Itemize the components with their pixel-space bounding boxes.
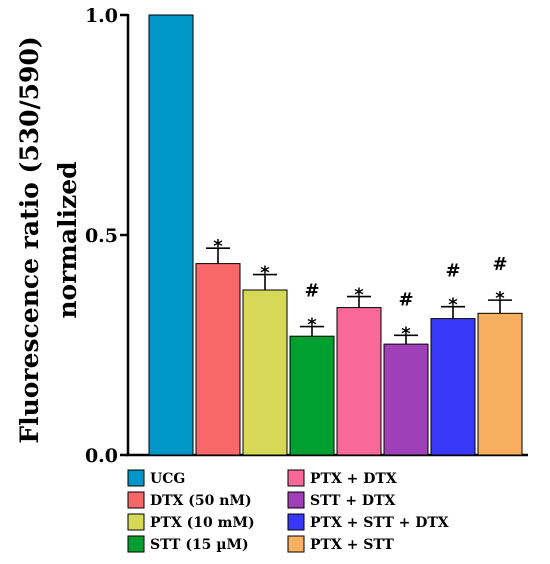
legend: UCG DTX (50 nM) PTX (10 mM) STT (15 µM) PTX … [127, 469, 449, 553]
annotation-hash-6: # [398, 289, 413, 310]
legend-swatch-2 [127, 491, 145, 509]
legend-swatch-3 [127, 513, 145, 531]
legend-swatch-7 [287, 513, 305, 531]
legend-label-8: PTX + STT [310, 537, 394, 553]
bar-7 [430, 318, 476, 456]
bar-2 [195, 263, 241, 456]
legend-label-6: STT + DTX [310, 493, 395, 509]
annotation-hash-8: # [492, 254, 507, 275]
bar-6 [383, 343, 429, 456]
bar-1 [148, 14, 194, 456]
annotation-hash-4: # [304, 281, 319, 302]
bar-8 [477, 312, 523, 456]
y-axis-label-line-1: Fluorescence ratio (530/590) [15, 36, 44, 443]
annotation-asterisk-2: * [213, 236, 223, 257]
annotation-hash-7: # [445, 261, 460, 282]
legend-label-5: PTX + DTX [310, 471, 397, 487]
y-tick-label: 1.0 [85, 5, 118, 27]
y-axis-label: Fluorescence ratio (530/590) normalized [15, 36, 82, 443]
annotation-asterisk-8: * [495, 288, 505, 309]
legend-swatch-1 [127, 469, 145, 487]
legend-swatch-5 [287, 469, 305, 487]
legend-label-7: PTX + STT + DTX [310, 515, 449, 531]
legend-swatch-6 [287, 491, 305, 509]
bar-3 [242, 289, 288, 456]
annotation-asterisk-5: * [354, 285, 364, 306]
y-axis-label-line-2: normalized [53, 161, 82, 318]
legend-label-2: DTX (50 nM) [150, 493, 252, 509]
annotation-asterisk-6: * [401, 323, 411, 344]
legend-label-1: UCG [150, 471, 185, 487]
y-tick-label: 0.5 [85, 225, 118, 247]
y-tick-label: 0.0 [85, 445, 118, 467]
annotation-asterisk-4: * [307, 315, 317, 336]
legend-swatch-8 [287, 535, 305, 553]
bars: * * # * * # * # * # * [148, 14, 523, 456]
legend-label-4: STT (15 µM) [150, 537, 249, 553]
bar-5 [336, 307, 382, 456]
bar-4 [289, 335, 335, 456]
legend-label-3: PTX (10 mM) [150, 515, 255, 531]
legend-swatch-4 [127, 535, 145, 553]
annotation-asterisk-7: * [448, 295, 458, 316]
annotation-asterisk-3: * [260, 263, 270, 284]
